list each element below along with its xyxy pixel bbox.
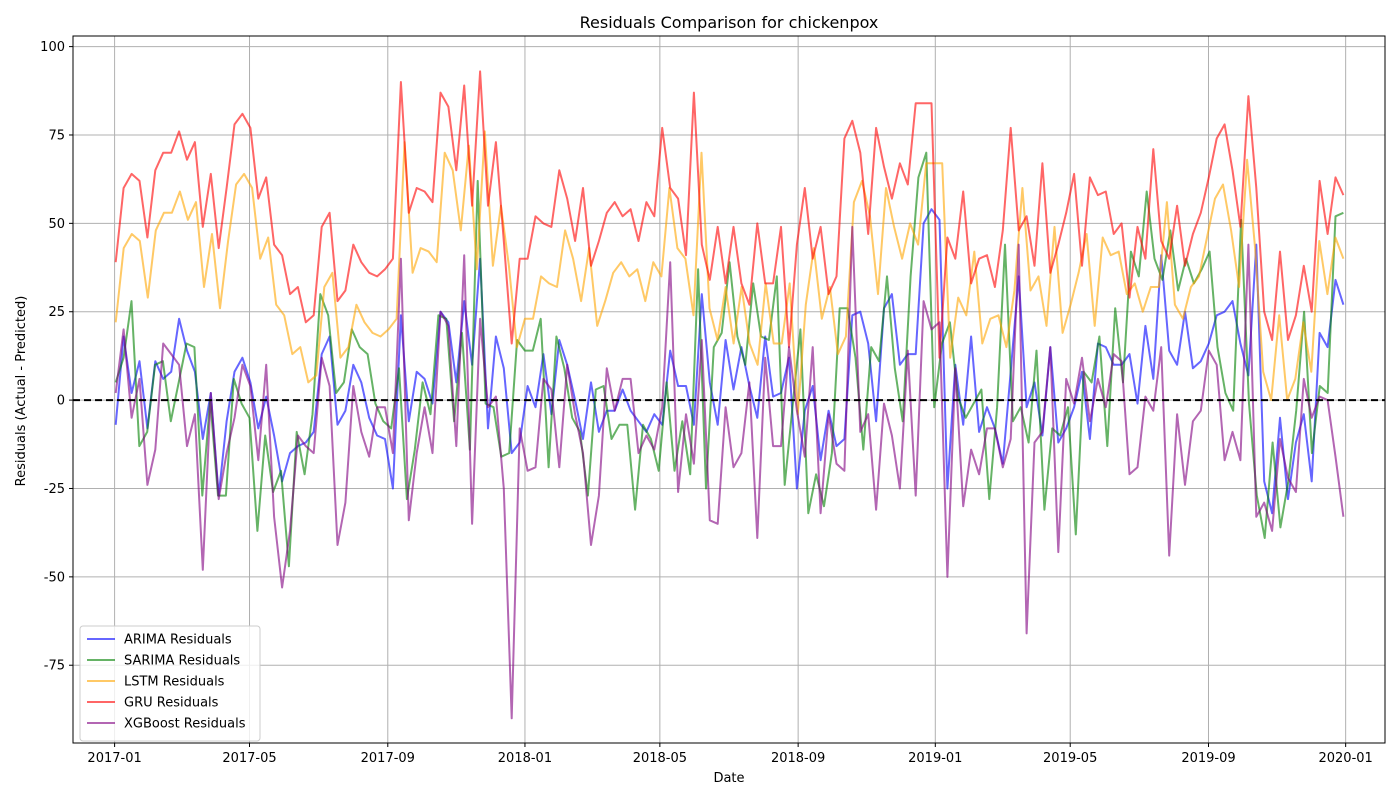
x-tick-label: 2019-05: [1043, 751, 1097, 766]
x-tick-label: 2018-09: [771, 751, 825, 766]
y-tick-label: 0: [57, 394, 65, 409]
y-tick-label: 50: [48, 217, 65, 232]
xgboost-residuals-line: [114, 225, 1345, 720]
x-axis: 2017-01 2017-05 2017-09 2018-01 2018-05 2018-…: [87, 743, 1373, 766]
x-axis-title: Date: [713, 771, 744, 786]
y-tick-label: 100: [40, 40, 65, 55]
gru-residuals-line: [114, 70, 1345, 359]
x-tick-label: 2019-09: [1181, 751, 1235, 766]
lstm-residuals-line: [114, 130, 1345, 416]
sarima-residuals-line: [114, 151, 1344, 568]
series-lines: [114, 70, 1345, 720]
legend-box: [79, 625, 261, 742]
legend-label: SARIMA Residuals: [124, 654, 240, 669]
y-tick-label: -50: [44, 570, 65, 585]
legend-label: LSTM Residuals: [124, 675, 225, 690]
y-tick-label: -25: [44, 482, 65, 497]
legend-label: GRU Residuals: [124, 696, 219, 711]
x-tick-label: 2018-01: [498, 751, 552, 766]
legend-label: ARIMA Residuals: [124, 633, 232, 648]
x-tick-label: 2017-09: [361, 751, 415, 766]
x-tick-label: 2019-01: [908, 751, 962, 766]
y-axis-title: Residuals (Actual - Predicted): [14, 296, 29, 487]
x-tick-label: 2017-05: [222, 751, 276, 766]
plot-area-frame: [72, 35, 1386, 744]
legend-label: XGBoost Residuals: [124, 717, 246, 732]
x-tick-label: 2018-05: [633, 751, 687, 766]
legend: ARIMA Residuals SARIMA Residuals LSTM Resi…: [79, 625, 261, 742]
y-tick-label: 75: [48, 128, 65, 143]
chart-title: Residuals Comparison for chickenpox: [580, 13, 879, 32]
y-tick-label: -75: [44, 659, 65, 674]
x-tick-label: 2020-01: [1318, 751, 1372, 766]
x-tick-label: 2017-01: [87, 751, 141, 766]
y-tick-label: 25: [48, 305, 65, 320]
y-axis: -75 -50 -25 0 25 50 75 100: [40, 40, 73, 674]
